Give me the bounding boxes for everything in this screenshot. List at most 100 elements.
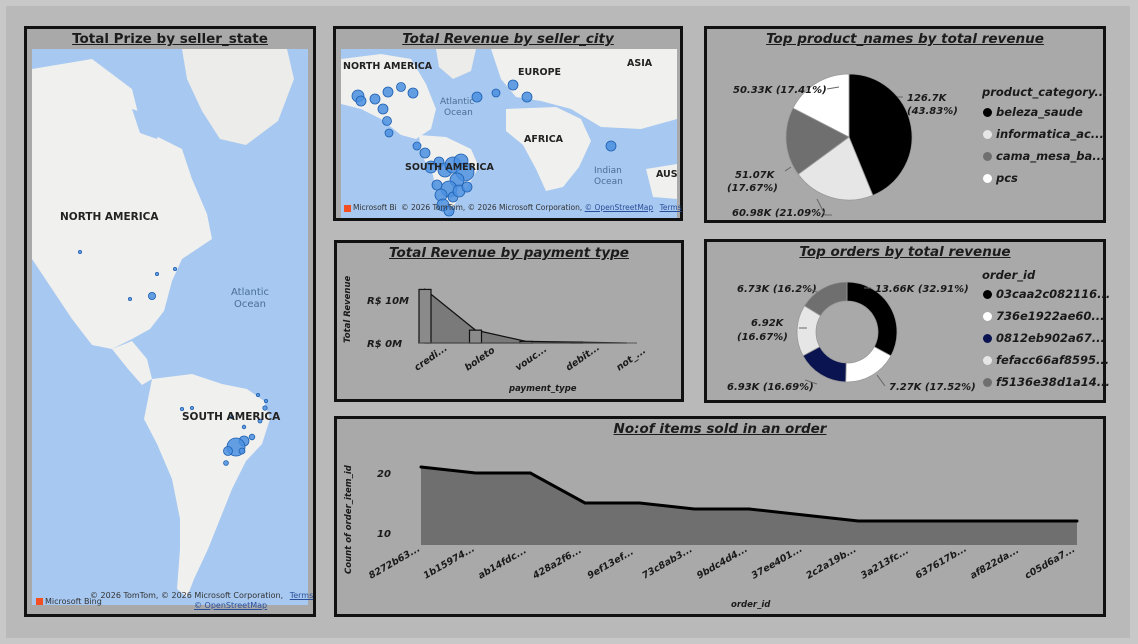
- city-label-south-america: SOUTH AMERICA: [405, 162, 494, 173]
- payment-bar[interactable]: [418, 288, 432, 344]
- product-slice[interactable]: [785, 107, 850, 175]
- city-label-ocean: Ocean: [444, 108, 473, 118]
- x-tick-label: c05d6a7...: [1023, 544, 1077, 582]
- x-tick-label: boleto: [463, 345, 498, 374]
- legend-dot: [983, 334, 992, 343]
- order-slice[interactable]: [803, 281, 848, 317]
- slice-label: 126.7K: [907, 93, 948, 104]
- legend-dot: [983, 312, 992, 321]
- map-label-north-america: NORTH AMERICA: [60, 211, 159, 223]
- panel-title: Total Prize by seller_state: [72, 31, 268, 47]
- items-point[interactable]: [966, 519, 970, 523]
- legend-dot: [983, 290, 992, 299]
- legend-dot: [983, 152, 992, 161]
- items-point[interactable]: [474, 471, 478, 475]
- items-point[interactable]: [528, 471, 532, 475]
- legend-dot: [983, 378, 992, 387]
- product-slice[interactable]: [797, 136, 874, 201]
- product-slice[interactable]: [848, 73, 913, 196]
- map-city-credit: Microsoft Bi © 2026 TomTom, © 2026 Micro…: [344, 203, 682, 212]
- panel-title: No:of items sold in an order: [613, 421, 827, 437]
- slice-label: (16.67%): [737, 332, 788, 343]
- legend-dot: [983, 356, 992, 365]
- items-point[interactable]: [419, 465, 423, 469]
- map-state-svg[interactable]: NORTH AMERICA Atlantic Ocean SOUTH AMERI…: [32, 49, 308, 605]
- x-tick-label: 3a213fc...: [859, 545, 911, 581]
- payment-area[interactable]: [424, 288, 628, 344]
- terms-link[interactable]: Terms: [289, 591, 314, 600]
- payment-area-chart[interactable]: R$ 10M R$ 0M Total Revenue credi... boleto vo…: [337, 263, 681, 399]
- items-panel[interactable]: No:of items sold in an order 20 10 Count o…: [334, 416, 1106, 617]
- items-point[interactable]: [911, 519, 915, 523]
- city-label-aus: AUS: [656, 169, 677, 180]
- map-city-panel[interactable]: Total Revenue by seller_city: [333, 26, 683, 221]
- x-tick-label: 9bdc4d4...: [695, 544, 750, 582]
- legend-label: 0812eb902a67...: [996, 331, 1105, 345]
- city-label-north-america: NORTH AMERICA: [343, 61, 433, 72]
- y-axis-label: Count of order_item_id: [344, 464, 354, 574]
- map-state-credit: © 2026 TomTom, © 2026 Microsoft Corporat…: [90, 591, 314, 600]
- leader-line: [804, 379, 818, 385]
- panel-title: Total Revenue by seller_city: [402, 31, 614, 47]
- map-state-panel[interactable]: Total Prize by seller_state: [24, 26, 316, 617]
- products-pie-panel[interactable]: Top product_names by total revenue 126.7…: [704, 26, 1108, 223]
- legend-item[interactable]: f5136e38d1a14...: [983, 375, 1110, 389]
- legend-label: cama_mesa_ba...: [996, 149, 1106, 163]
- legend-item[interactable]: 0812eb902a67...: [983, 331, 1105, 345]
- legend-item[interactable]: cama_mesa_ba...: [983, 149, 1105, 163]
- x-tick-label: ab14fdc...: [476, 545, 528, 581]
- x-tick-label: vouc...: [513, 344, 549, 374]
- panel-title: Top orders by total revenue: [799, 244, 1011, 260]
- items-point[interactable]: [1020, 519, 1024, 523]
- order-slice[interactable]: [845, 346, 892, 383]
- items-point[interactable]: [638, 501, 642, 505]
- payment-bar[interactable]: [468, 329, 483, 344]
- panel-title: Top product_names by total revenue: [766, 31, 1044, 47]
- items-point[interactable]: [1075, 519, 1079, 523]
- legend-item[interactable]: 03caa2c082116...: [983, 287, 1110, 301]
- slice-label: 6.93K (16.69%): [727, 382, 814, 393]
- legend-item[interactable]: pcs: [983, 171, 1018, 185]
- items-point[interactable]: [802, 513, 806, 517]
- legend-item[interactable]: 736e1922ae60...: [983, 309, 1104, 323]
- slice-label: 7.27K (17.52%): [889, 382, 976, 393]
- legend-label: f5136e38d1a14...: [996, 375, 1110, 389]
- map-label-ocean: Ocean: [234, 299, 266, 310]
- products-pie[interactable]: 126.7K (43.83%) 60.98K (21.09%) 51.07K (17.6…: [707, 49, 977, 221]
- map-label-south-america: SOUTH AMERICA: [182, 411, 281, 423]
- orders-donut[interactable]: 13.66K (32.91%) 7.27K (17.52%) 6.93K (16.6…: [707, 262, 977, 400]
- x-tick-label: 8272b63...: [367, 543, 422, 581]
- leader-line: [816, 198, 832, 216]
- items-point[interactable]: [692, 507, 696, 511]
- x-tick-label: 1b15974...: [422, 543, 477, 581]
- map-city-svg[interactable]: NORTH AMERICA EUROPE ASIA Atlantic Ocean…: [341, 49, 677, 218]
- slice-label: 6.73K (16.2%): [737, 284, 817, 295]
- items-point[interactable]: [583, 501, 587, 505]
- items-area[interactable]: [421, 467, 1077, 545]
- payment-panel[interactable]: Total Revenue by payment type R$ 10M R$ 0…: [334, 240, 684, 402]
- orders-donut-panel[interactable]: Top orders by total revenue 13.66K (32.9…: [704, 239, 1110, 403]
- items-area-chart[interactable]: 20 10 Count of order_item_id 8272b63... 1b15…: [337, 439, 1103, 614]
- slice-label: 50.33K (17.41%): [733, 85, 827, 96]
- map-state-osm-link[interactable]: © OpenStreetMap: [194, 601, 268, 610]
- x-tick-label: 9ef13ef...: [586, 546, 636, 581]
- legend-item[interactable]: beleza_saude: [983, 105, 1083, 119]
- leader-line: [826, 86, 840, 90]
- y-tick-label: 10: [377, 529, 391, 540]
- dashboard-canvas: Total Prize by seller_state: [6, 6, 1130, 638]
- product-slice[interactable]: [792, 73, 850, 138]
- city-label-europe: EUROPE: [518, 67, 561, 78]
- bing-icon: [344, 204, 351, 212]
- osm-link[interactable]: © OpenStreetMap: [584, 203, 654, 212]
- city-label-indian: Indian: [594, 166, 622, 176]
- x-tick-label: not_...: [614, 345, 648, 373]
- terms-link[interactable]: Terms: [659, 203, 682, 212]
- legend-label: beleza_saude: [996, 105, 1083, 119]
- legend-dot: [983, 174, 992, 183]
- y-axis-label: Total Revenue: [343, 275, 353, 343]
- legend-item[interactable]: fefacc66af8595...: [983, 353, 1109, 367]
- items-point[interactable]: [747, 507, 751, 511]
- items-point[interactable]: [856, 519, 860, 523]
- legend-item[interactable]: informatica_ac...: [983, 127, 1104, 141]
- x-tick-label: af822da...: [968, 545, 1021, 582]
